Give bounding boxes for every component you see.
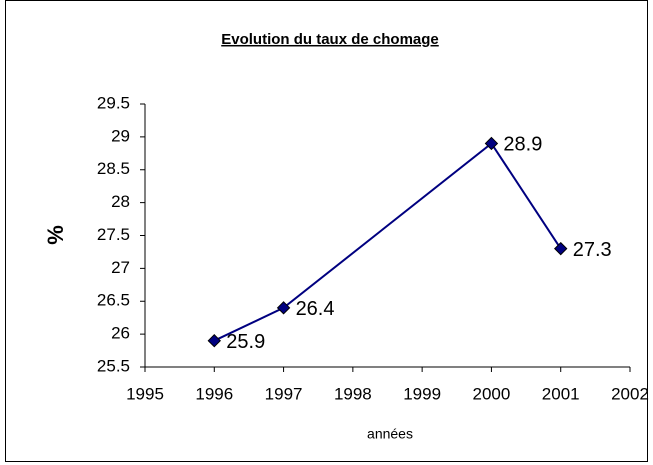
x-tick-label: 1999 [403, 384, 441, 403]
x-tick-label: 2000 [473, 384, 511, 403]
y-tick-label: 28.5 [97, 159, 130, 178]
data-label: 26.4 [296, 298, 335, 320]
chart-frame [5, 0, 648, 462]
y-tick-label: 25.5 [97, 356, 130, 375]
x-tick-label: 2002 [611, 384, 649, 403]
data-marker [484, 136, 499, 151]
y-tick-label: 27.5 [97, 225, 130, 244]
y-tick-label: 26 [111, 324, 130, 343]
x-tick-label: 1997 [265, 384, 303, 403]
data-marker [276, 301, 291, 315]
data-label: 25.9 [226, 331, 265, 353]
x-axis-label: années [367, 426, 413, 442]
y-tick-label: 27 [111, 258, 130, 277]
x-tick-label: 1998 [334, 384, 372, 403]
data-marker [554, 241, 568, 256]
x-tick-label: 1996 [195, 384, 233, 403]
data-label: 27.3 [573, 239, 612, 261]
y-tick-label: 28 [111, 192, 130, 211]
data-line [213, 141, 562, 342]
x-tick-label: 1995 [126, 384, 164, 403]
y-axis-label: % [43, 225, 68, 245]
data-label: 28.9 [503, 134, 542, 156]
y-tick-label: 26.5 [97, 291, 130, 310]
y-tick-label: 29 [111, 126, 130, 145]
data-marker [207, 333, 221, 348]
x-tick-label: 2001 [542, 384, 580, 403]
y-tick-label: 29.5 [97, 93, 130, 112]
chart-title: Evolution du taux de chomage [221, 31, 439, 48]
